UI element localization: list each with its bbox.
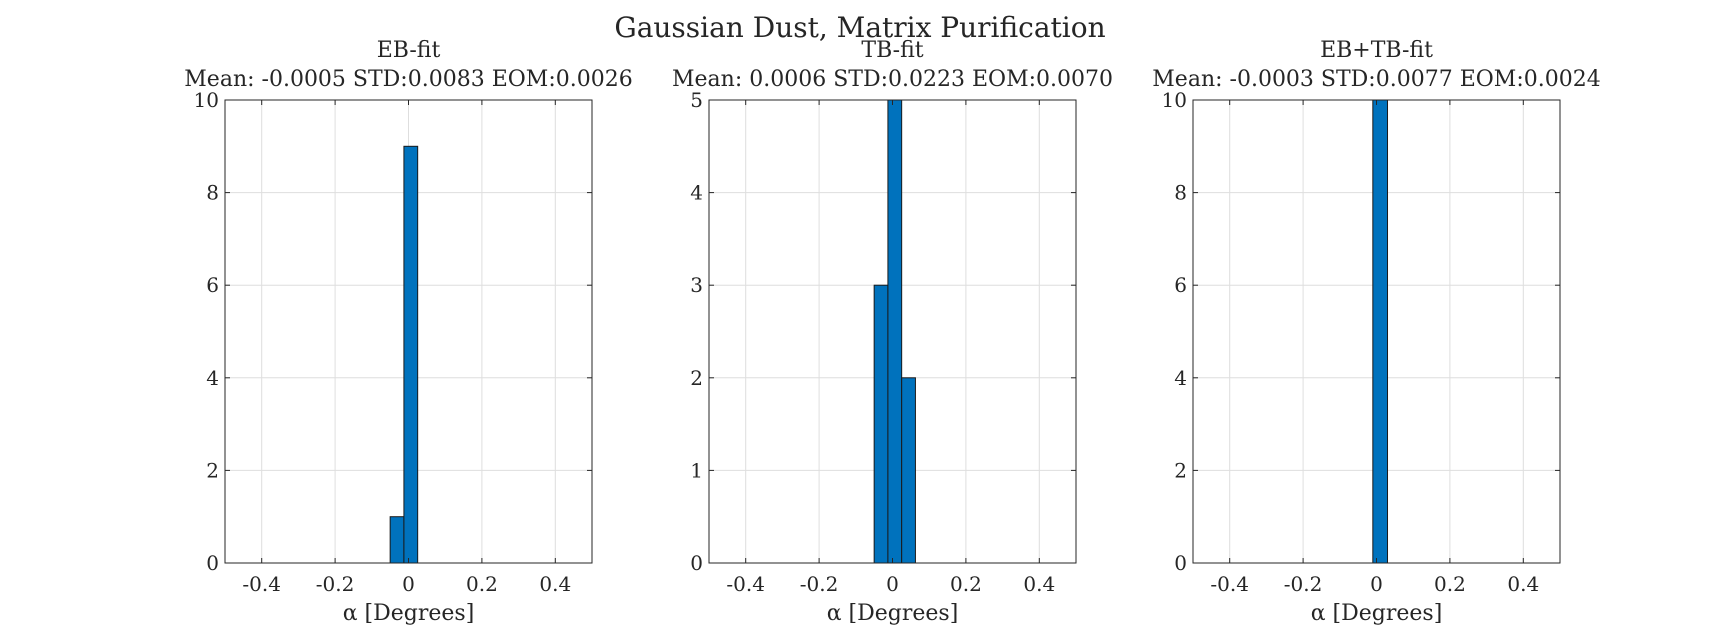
x-tick-label: -0.2: [800, 572, 839, 596]
histogram-bar: [1372, 99, 1389, 564]
histogram-bar: [873, 284, 889, 564]
x-tick-label: 0.2: [466, 572, 498, 596]
histogram-bar: [389, 516, 405, 564]
panel-title: EB+TB-fit: [1320, 38, 1433, 63]
histogram-bar: [887, 99, 903, 564]
y-tick-label: 6: [206, 273, 219, 297]
y-tick-label: 10: [194, 88, 219, 112]
x-axis-label: α [Degrees]: [827, 601, 959, 625]
histogram-bar: [403, 145, 419, 564]
y-tick-label: 10: [1162, 88, 1187, 112]
panel-title: EB-fit: [377, 38, 441, 63]
y-tick-label: 4: [206, 366, 219, 390]
x-tick-label: 0: [1370, 572, 1383, 596]
x-tick-label: 0.4: [1023, 572, 1055, 596]
x-tick-label: 0.4: [1507, 572, 1539, 596]
panel-stats: Mean: 0.0006 STD:0.0223 EOM:0.0070: [672, 67, 1113, 92]
x-tick-label: -0.2: [1284, 572, 1323, 596]
y-tick-label: 5: [690, 88, 703, 112]
y-tick-label: 1: [690, 458, 703, 482]
x-axis-label: α [Degrees]: [343, 601, 475, 625]
y-tick-label: 4: [690, 181, 703, 205]
y-tick-label: 2: [690, 366, 703, 390]
x-tick-label: -0.4: [726, 572, 765, 596]
histogram-panel-1: EB-fit Mean: -0.0005 STD:0.0083 EOM:0.002…: [184, 38, 632, 625]
y-tick-label: 0: [1174, 551, 1187, 575]
y-tick-label: 8: [206, 181, 219, 205]
x-tick-label: 0.4: [539, 572, 571, 596]
histogram-panels: EB-fit Mean: -0.0005 STD:0.0083 EOM:0.002…: [184, 38, 1600, 625]
histogram-panel-3: EB+TB-fit Mean: -0.0003 STD:0.0077 EOM:0.…: [1152, 38, 1600, 625]
x-axis-label: α [Degrees]: [1311, 601, 1443, 625]
y-tick-label: 2: [1174, 458, 1187, 482]
x-tick-label: 0: [402, 572, 415, 596]
x-tick-label: -0.4: [242, 572, 281, 596]
y-tick-label: 0: [206, 551, 219, 575]
y-tick-label: 6: [1174, 273, 1187, 297]
panel-stats: Mean: -0.0005 STD:0.0083 EOM:0.0026: [184, 67, 632, 92]
y-tick-label: 3: [690, 273, 703, 297]
histogram-panel-2: TB-fit Mean: 0.0006 STD:0.0223 EOM:0.0070…: [672, 38, 1113, 625]
x-tick-label: 0: [886, 572, 899, 596]
y-tick-label: 0: [690, 551, 703, 575]
panel-title: TB-fit: [861, 38, 923, 63]
y-tick-label: 4: [1174, 366, 1187, 390]
y-tick-label: 8: [1174, 181, 1187, 205]
y-tick-label: 2: [206, 458, 219, 482]
x-tick-label: -0.2: [316, 572, 355, 596]
x-tick-label: 0.2: [1434, 572, 1466, 596]
x-tick-label: 0.2: [950, 572, 982, 596]
histogram-bar: [901, 377, 916, 564]
x-tick-label: -0.4: [1210, 572, 1249, 596]
panel-stats: Mean: -0.0003 STD:0.0077 EOM:0.0024: [1152, 67, 1600, 92]
figure-title: Gaussian Dust, Matrix Purification: [614, 11, 1105, 44]
